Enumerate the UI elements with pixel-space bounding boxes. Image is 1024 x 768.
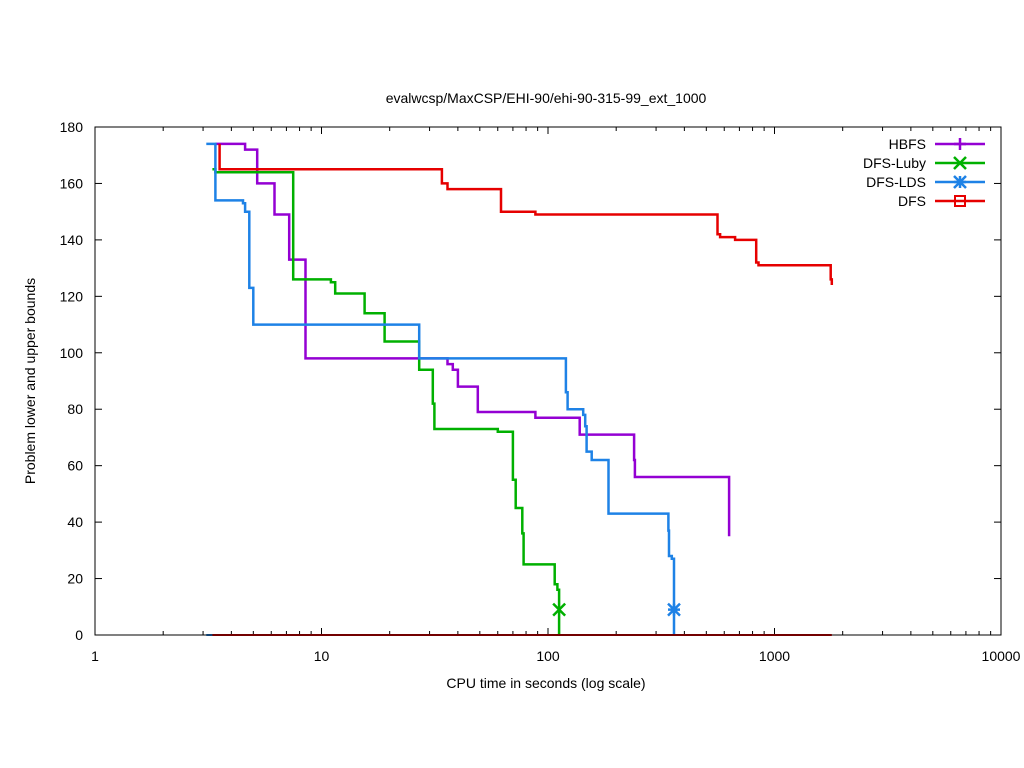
y-axis-label: Problem lower and upper bounds [22,278,38,484]
legend-label-dfs-luby: DFS-Luby [863,155,926,171]
y-tick-label: 120 [60,288,84,304]
series-dfs-lds-end-marker [667,602,681,617]
x-axis-label: CPU time in seconds (log scale) [446,675,645,691]
plot-frame [94,126,1002,636]
x-tick-label: 10000 [982,648,1021,664]
legend-label-dfs-lds: DFS-LDS [866,174,926,190]
x-tick-label: 10 [314,648,330,664]
legend-marker-dfs-luby [953,156,967,170]
series-dfs-lds-upper-line [206,142,676,635]
legend-marker-dfs-lds [953,175,967,189]
series-dfs-luby-end-marker [552,602,567,617]
legend-marker-dfs [954,195,966,207]
x-tick-label: 1000 [759,648,790,664]
chart-title: evalwcsp/MaxCSP/EHI-90/ehi-90-315-99_ext… [386,90,707,106]
y-tick-label: 20 [67,571,83,587]
series-hbfs-upper-line [215,142,731,537]
y-tick-label: 80 [67,401,83,417]
y-tick-label: 140 [60,232,84,248]
x-tick-label: 1 [91,648,99,664]
y-tick-label: 60 [67,458,83,474]
y-tick-label: 180 [60,119,84,135]
y-tick-label: 100 [60,345,84,361]
legend-marker-hbfs [954,138,966,150]
y-tick-label: 40 [67,514,83,530]
series-dfs-luby-upper-line [212,168,561,635]
y-tick-label: 0 [75,627,83,643]
legend: HBFS DFS-Luby DFS-LDS DFS [863,136,985,209]
series-dfs-upper-line [218,143,834,285]
y-tick-label: 160 [60,175,84,191]
legend-label-hbfs: HBFS [889,136,926,152]
x-tick-label: 100 [536,648,560,664]
axis-ticks: 0 20 40 60 80 100 120 140 160 180 1 10 100 1000 10000 [60,119,1021,664]
legend-label-dfs: DFS [898,193,926,209]
